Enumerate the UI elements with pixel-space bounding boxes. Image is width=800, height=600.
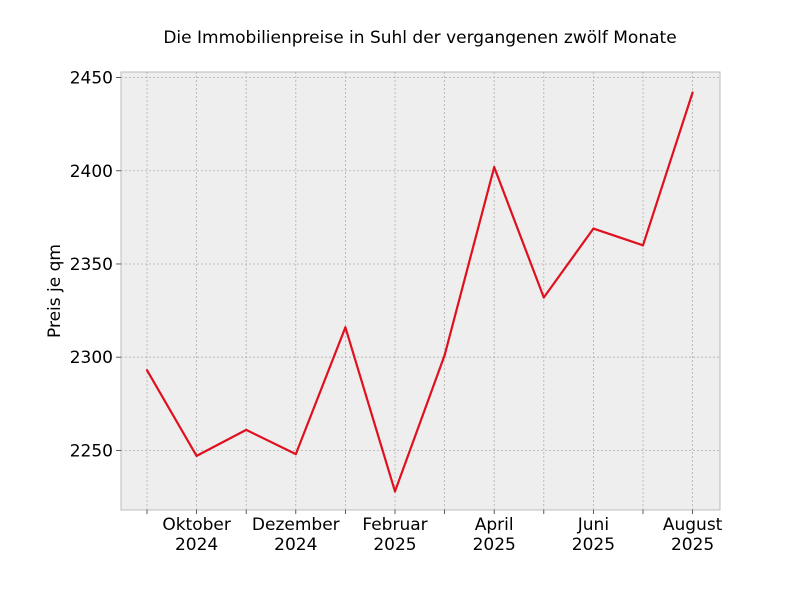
data-point [393,490,397,493]
y-tick-label: 2400 [70,162,113,182]
plot-area [120,71,721,511]
x-tick-label-year: 2025 [572,535,615,555]
data-point [691,91,694,94]
price-series-line [146,92,694,493]
data-point [493,165,496,169]
data-point [542,296,545,299]
x-tick-label: April [475,515,514,535]
data-point [294,452,297,456]
data-point [245,428,248,431]
series-layer [145,91,694,493]
x-tick-label: Juni [577,515,609,535]
x-tick-label-year: 2025 [473,535,516,555]
x-tick-label: Dezember [252,515,340,535]
data-point [195,454,198,458]
y-axis-label: Preis je qm [45,244,65,338]
y-tick-label: 2300 [70,348,113,368]
y-tick-label: 2250 [70,441,113,461]
x-tick-label-year: 2025 [671,535,714,555]
x-tick-label: Februar [362,515,427,535]
x-tick-label: Oktober [162,515,231,535]
x-tick-label: August [663,515,723,535]
data-point [641,244,645,247]
data-point [344,326,347,329]
x-tick-label-year: 2024 [274,535,317,555]
data-point [592,227,595,230]
grid [121,72,720,510]
y-tick-label: 2350 [70,255,113,275]
y-tick-label: 2450 [70,69,113,89]
x-axis: Oktober2024Dezember2024Februar2025April2… [146,510,723,555]
data-point [443,354,446,357]
chart-title: Die Immobilienpreise in Suhl der vergang… [163,28,676,48]
x-tick-label-year: 2025 [373,535,416,555]
x-tick-label-year: 2024 [175,535,218,555]
data-point [145,369,149,372]
y-axis: 2250 2300 2350 2400 2450 [70,69,121,461]
